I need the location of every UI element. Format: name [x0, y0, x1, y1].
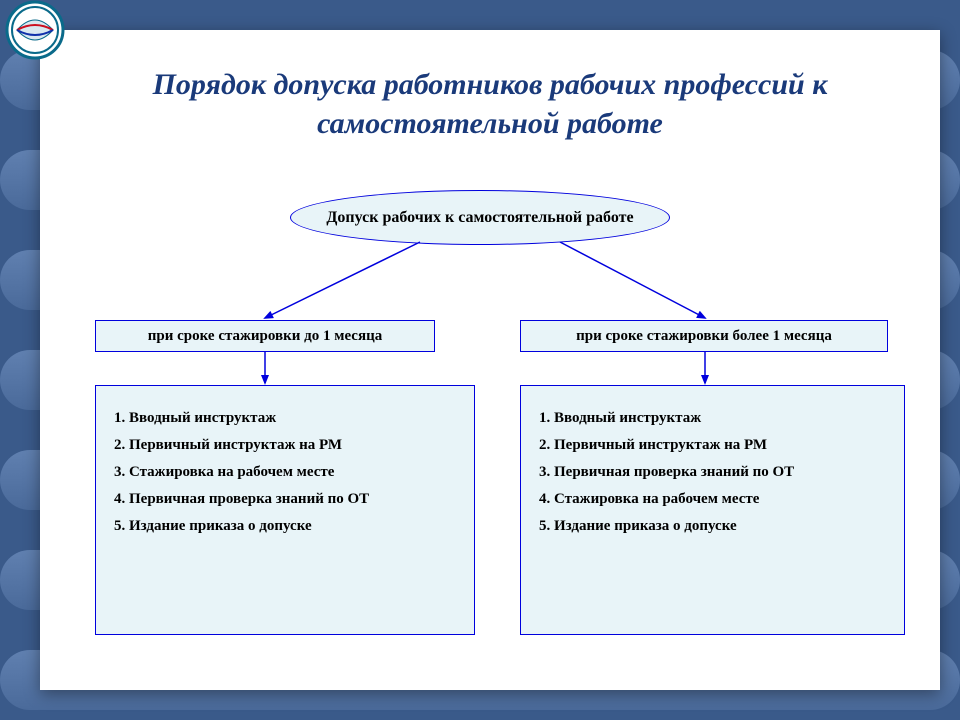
right-branch-header-text: при сроке стажировки более 1 месяца: [576, 328, 832, 345]
list-item: 1. Вводный инструктаж: [539, 410, 886, 427]
right-branch-list: 1. Вводный инструктаж 2. Первичный инстру…: [520, 385, 905, 635]
list-item: 5. Издание приказа о допуске: [539, 518, 886, 535]
right-branch-header: при сроке стажировки более 1 месяца: [520, 320, 888, 352]
list-item: 1. Вводный инструктаж: [114, 410, 456, 427]
list-item: 3. Стажировка на рабочем месте: [114, 464, 456, 481]
list-item: 4. Первичная проверка знаний по ОТ: [114, 491, 456, 508]
list-item: 2. Первичный инструктаж на РМ: [114, 437, 456, 454]
list-item: 2. Первичный инструктаж на РМ: [539, 437, 886, 454]
root-ellipse-text: Допуск рабочих к самостоятельной работе: [326, 209, 633, 227]
root-ellipse: Допуск рабочих к самостоятельной работе: [290, 190, 670, 245]
logo-icon: [5, 0, 65, 60]
left-branch-header-text: при сроке стажировки до 1 месяца: [148, 328, 382, 345]
slide-content: Порядок допуска работников рабочих профе…: [40, 30, 940, 690]
left-branch-header: при сроке стажировки до 1 месяца: [95, 320, 435, 352]
left-branch-list: 1. Вводный инструктаж 2. Первичный инстру…: [95, 385, 475, 635]
slide-title: Порядок допуска работников рабочих профе…: [40, 65, 940, 143]
list-item: 3. Первичная проверка знаний по ОТ: [539, 464, 886, 481]
list-item: 4. Стажировка на рабочем месте: [539, 491, 886, 508]
list-item: 5. Издание приказа о допуске: [114, 518, 456, 535]
